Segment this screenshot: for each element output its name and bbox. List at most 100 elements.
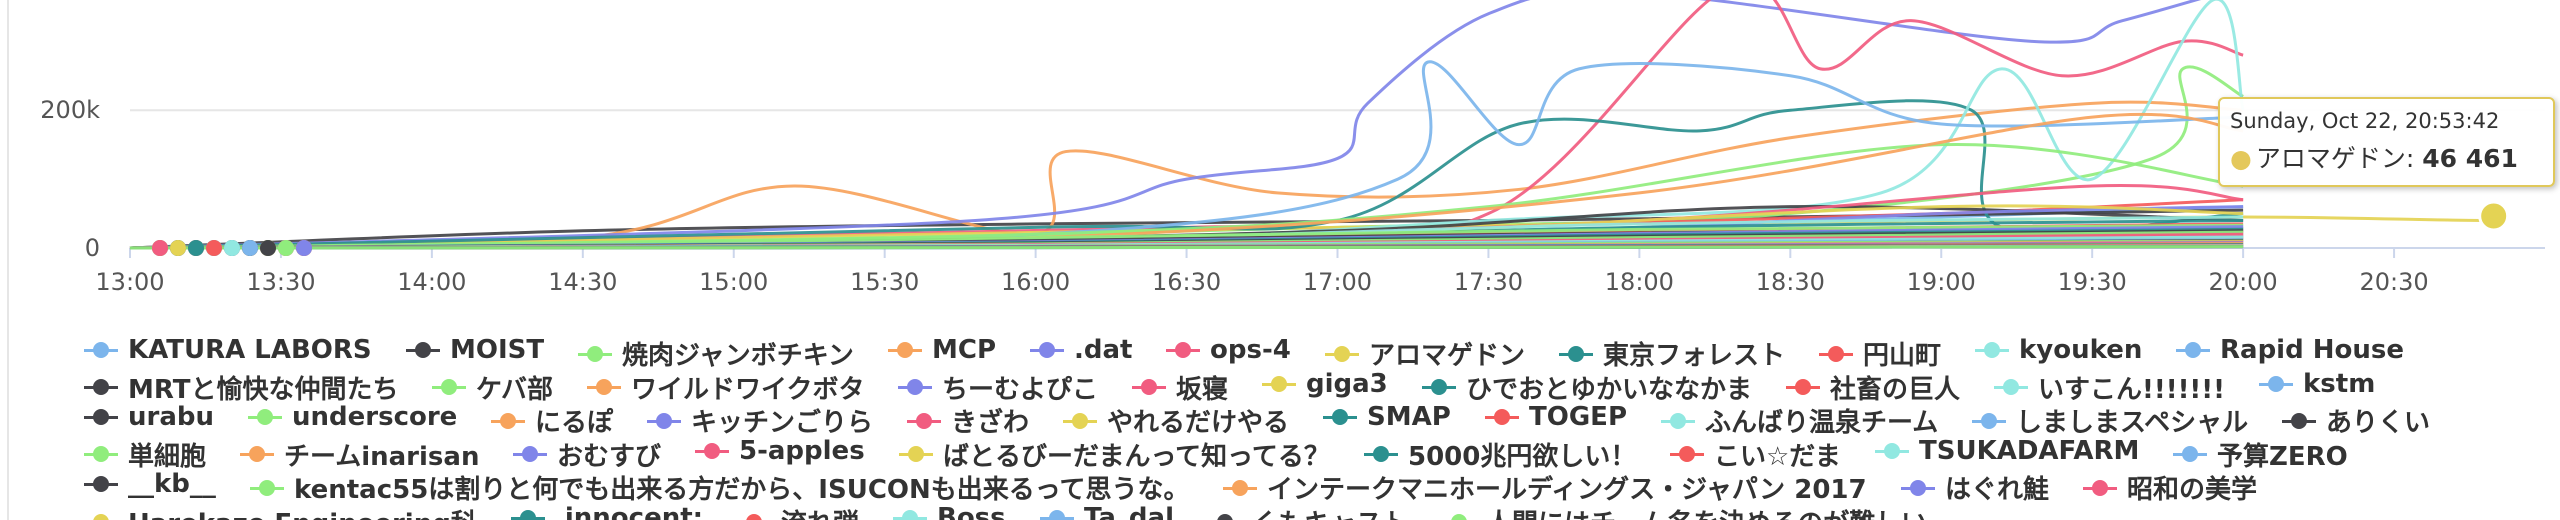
legend-item[interactable]: urabu bbox=[84, 402, 214, 432]
legend-marker-icon bbox=[907, 411, 941, 431]
x-tick-label: 14:30 bbox=[548, 268, 617, 296]
legend-item[interactable]: MCP bbox=[888, 335, 996, 365]
legend-label: 東京フォレスト bbox=[1603, 341, 1786, 371]
legend-item[interactable]: ふんばり温泉チーム bbox=[1661, 402, 1938, 439]
legend-item[interactable]: Ta_dal bbox=[1040, 503, 1174, 520]
legend-label: くもキャスト bbox=[1252, 503, 1408, 520]
legend-marker-icon bbox=[84, 340, 118, 360]
legend-item[interactable]: インテークマニホールディングス・ジャパン 2017 bbox=[1223, 469, 1867, 506]
legend-label: 坂寝 bbox=[1176, 374, 1229, 405]
legend-item[interactable]: KATURA LABORS bbox=[84, 335, 372, 365]
legend-item[interactable]: やれるだけやる bbox=[1063, 402, 1289, 439]
legend-marker-icon bbox=[1975, 340, 2009, 360]
x-tick-label: 14:00 bbox=[397, 268, 466, 296]
legend-item[interactable]: 昭和の美学 bbox=[2083, 469, 2257, 506]
legend-item[interactable]: キッチンごりら bbox=[647, 402, 873, 439]
legend-label: .innocent; bbox=[555, 503, 704, 520]
series-line-52 bbox=[129, 245, 2244, 250]
legend-item[interactable]: 予算ZERO bbox=[2173, 436, 2348, 473]
legend-label: ひでおとゆかいななかま bbox=[1466, 374, 1753, 405]
legend-item[interactable]: Harekaze Engineering科 bbox=[84, 503, 477, 520]
legend-item[interactable]: ありくい bbox=[2282, 402, 2430, 439]
legend-label: 社畜の巨人 bbox=[1830, 374, 1961, 405]
legend-item[interactable]: 焼肉ジャンボチキン bbox=[578, 335, 854, 372]
legend-item[interactable]: おむすび bbox=[513, 436, 661, 473]
legend-item[interactable]: TOGEP bbox=[1485, 402, 1627, 432]
hover-point[interactable] bbox=[2478, 200, 2510, 232]
legend-marker-icon bbox=[1262, 374, 1296, 394]
legend-item[interactable]: 5000兆円欲しい！ bbox=[1364, 436, 1636, 473]
x-tick-label: 20:30 bbox=[2359, 268, 2428, 296]
legend-item[interactable]: 単細胞 bbox=[84, 436, 206, 473]
legend-marker-icon bbox=[1132, 377, 1166, 397]
legend-item[interactable]: kentac55は割りと何でも出来る方だから、ISUCONも出来るって思うな。 bbox=[250, 469, 1189, 506]
legend-label: ばとるびーだまんって知ってる？ bbox=[943, 441, 1330, 472]
x-tick-label: 19:00 bbox=[1907, 268, 1976, 296]
legend-item[interactable]: いすこん!!!!!!! bbox=[1994, 369, 2225, 406]
legend-item[interactable]: .dat bbox=[1030, 335, 1132, 365]
legend-item[interactable]: kyouken bbox=[1975, 335, 2142, 365]
legend-marker-icon bbox=[1223, 478, 1257, 498]
legend-item[interactable]: 東京フォレスト bbox=[1559, 335, 1785, 372]
legend-item[interactable]: MOIST bbox=[406, 335, 544, 365]
series-line-4 bbox=[129, 0, 2202, 250]
legend-item[interactable]: MRTと愉快な仲間たち bbox=[84, 369, 398, 406]
legend-item[interactable]: にるぽ bbox=[491, 402, 613, 439]
legend-item[interactable]: kstm bbox=[2259, 369, 2375, 399]
legend-item[interactable]: ワイルドワイクボタ bbox=[587, 369, 864, 406]
legend-item[interactable]: ばとるびーだまんって知ってる？ bbox=[899, 436, 1330, 473]
legend-label: giga3 bbox=[1306, 368, 1388, 399]
legend-marker-icon bbox=[1901, 478, 1935, 498]
legend-label: 5-apples bbox=[739, 435, 865, 466]
legend-item[interactable]: 流れ弾 bbox=[737, 503, 859, 520]
legend-label: アロマゲドン bbox=[1369, 341, 1526, 371]
legend-item[interactable]: underscore bbox=[248, 402, 457, 432]
legend-label: MRTと愉快な仲間たち bbox=[128, 374, 399, 405]
legend-item[interactable]: チームinarisan bbox=[240, 436, 479, 473]
legend-item[interactable]: .innocent; bbox=[511, 503, 703, 520]
legend-item[interactable]: ケバ部 bbox=[432, 369, 553, 406]
legend-item[interactable]: くもキャスト bbox=[1208, 503, 1408, 520]
legend-item[interactable]: しましまスペシャル bbox=[1972, 402, 2248, 439]
legend-item[interactable]: 坂寝 bbox=[1132, 369, 1228, 406]
legend-label: いすこん!!!!!!! bbox=[2038, 374, 2226, 405]
legend-marker-icon bbox=[2259, 374, 2293, 394]
x-tick-label: 20:00 bbox=[2209, 268, 2278, 296]
legend-marker-icon bbox=[491, 411, 525, 431]
legend-item[interactable]: ちーむよぴこ bbox=[898, 369, 1098, 406]
legend-item[interactable]: ひでおとゆかいななかま bbox=[1422, 369, 1752, 406]
series-start-point bbox=[278, 240, 294, 256]
legend-label: kstm bbox=[2303, 368, 2376, 399]
legend-label: .dat bbox=[1074, 335, 1133, 365]
legend-item[interactable]: アロマゲドン bbox=[1325, 335, 1525, 372]
series-start-point bbox=[170, 240, 186, 256]
legend-item[interactable]: 社畜の巨人 bbox=[1786, 369, 1960, 406]
legend-item[interactable]: 人間にはチーム名を決めるのが難しい bbox=[1442, 503, 1927, 520]
legend-label: 昭和の美学 bbox=[2127, 475, 2258, 506]
legend-label: インテークマニホールディングス・ジャパン 2017 bbox=[1267, 475, 1867, 506]
legend-marker-icon bbox=[1972, 411, 2006, 431]
legend-item[interactable]: 円山町 bbox=[1819, 335, 1941, 372]
legend-marker-icon bbox=[578, 344, 612, 364]
legend-item[interactable]: きざわ bbox=[907, 402, 1029, 439]
legend-item[interactable]: 5-apples bbox=[695, 436, 865, 466]
legend-marker-icon bbox=[240, 444, 274, 464]
legend-marker-icon bbox=[250, 478, 284, 498]
x-tick-label: 18:30 bbox=[1756, 268, 1825, 296]
legend-item[interactable]: ops-4 bbox=[1166, 335, 1291, 365]
legend-marker-icon bbox=[84, 474, 118, 494]
legend-item[interactable]: giga3 bbox=[1262, 369, 1388, 399]
legend-item[interactable]: Rapid House bbox=[2176, 335, 2404, 365]
legend-item[interactable]: はぐれ鮭 bbox=[1901, 469, 2049, 506]
legend-item[interactable]: __kb__ bbox=[84, 469, 216, 499]
legend-item[interactable]: SMAP bbox=[1323, 402, 1451, 432]
series-line-5 bbox=[129, 0, 2244, 250]
legend-item[interactable]: こい☆だま bbox=[1670, 436, 1841, 473]
legend-marker-icon bbox=[84, 512, 118, 520]
legend-marker-icon bbox=[888, 340, 922, 360]
legend-item[interactable]: TSUKADAFARM bbox=[1875, 436, 2139, 466]
legend-marker-icon bbox=[1422, 377, 1456, 397]
legend-item[interactable]: Boss bbox=[893, 503, 1006, 520]
tooltip-date: Sunday, Oct 22, 20:53:42 bbox=[2230, 109, 2500, 133]
legend-label: やれるだけやる bbox=[1107, 408, 1290, 439]
